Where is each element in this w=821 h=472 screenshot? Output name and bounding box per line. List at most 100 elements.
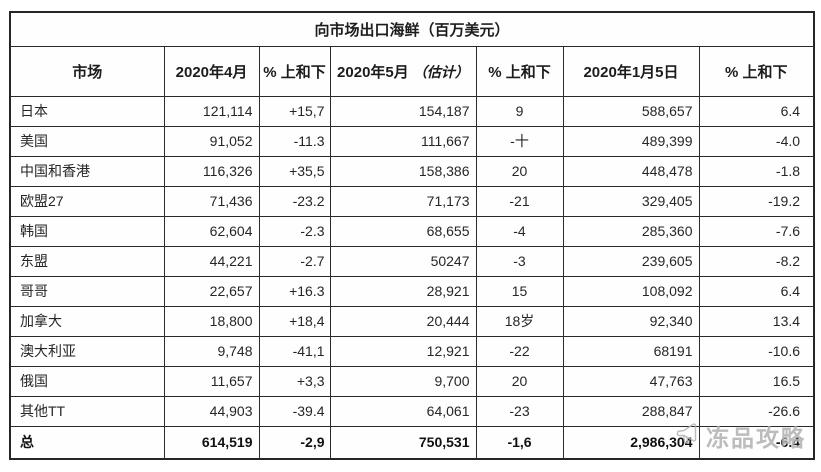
ytd-pct: -1.8	[698, 155, 815, 187]
table-title: 向市场出口海鲜（百万美元）	[9, 11, 815, 47]
table-row-total: 总 614,519 -2,9 750,531 -1,6 2,986,304 -6…	[9, 425, 815, 460]
may-value: 71,173	[329, 185, 477, 217]
april-value: 44,221	[163, 245, 260, 277]
ytd-pct: -7.6	[698, 215, 815, 247]
total-may-pct: -1,6	[475, 425, 564, 460]
april-value: 44,903	[163, 395, 260, 427]
may-pct: 20	[475, 365, 564, 397]
table-row-other: 其他TT 44,903 -39.4 64,061 -23 288,847 -26…	[9, 395, 815, 427]
april-value: 121,114	[163, 95, 260, 127]
april-pct: +35,5	[258, 155, 331, 187]
april-value: 18,800	[163, 305, 260, 337]
jan-may-value: 108,092	[562, 275, 700, 307]
may-pct: 9	[475, 95, 564, 127]
april-pct: +3,3	[258, 365, 331, 397]
market-cell: 韩国	[9, 215, 165, 247]
may-value: 154,187	[329, 95, 477, 127]
april-pct: -41,1	[258, 335, 331, 367]
jan-may-value: 285,360	[562, 215, 700, 247]
table-row-japan: 日本 121,114 +15,7 154,187 9 588,657 6.4	[9, 95, 815, 127]
april-value: 62,604	[163, 215, 260, 247]
jan-may-value: 588,657	[562, 95, 700, 127]
april-pct: -23.2	[258, 185, 331, 217]
may-value: 28,921	[329, 275, 477, 307]
jan-may-value: 47,763	[562, 365, 700, 397]
may-value: 111,667	[329, 125, 477, 157]
may-pct: -21	[475, 185, 564, 217]
ytd-pct: -26.6	[698, 395, 815, 427]
may-value: 12,921	[329, 335, 477, 367]
may-pct: -22	[475, 335, 564, 367]
table-row-gege: 哥哥 22,657 +16.3 28,921 15 108,092 6.4	[9, 275, 815, 307]
may-value: 9,700	[329, 365, 477, 397]
column-header-jan-may-pct: % 上和下	[698, 45, 815, 97]
ytd-pct: -10.6	[698, 335, 815, 367]
may-value: 68,655	[329, 215, 477, 247]
ytd-pct: 6.4	[698, 275, 815, 307]
table-row-russia: 俄国 11,657 +3,3 9,700 20 47,763 16.5	[9, 365, 815, 397]
may-pct: 18岁	[475, 305, 564, 337]
market-cell: 中国和香港	[9, 155, 165, 187]
market-cell: 美国	[9, 125, 165, 157]
ytd-pct: -4.0	[698, 125, 815, 157]
market-cell: 加拿大	[9, 305, 165, 337]
table-row-korea: 韩国 62,604 -2.3 68,655 -4 285,360 -7.6	[9, 215, 815, 247]
april-value: 9,748	[163, 335, 260, 367]
total-april-pct: -2,9	[258, 425, 331, 460]
april-value: 71,436	[163, 185, 260, 217]
april-value: 22,657	[163, 275, 260, 307]
ytd-pct: 6.4	[698, 95, 815, 127]
column-header-may: 2020年5月 （估计）	[329, 45, 477, 97]
column-header-jan-may: 2020年1月5日	[562, 45, 700, 97]
april-pct: +18,4	[258, 305, 331, 337]
ytd-pct: -19.2	[698, 185, 815, 217]
jan-may-value: 68191	[562, 335, 700, 367]
may-pct: 20	[475, 155, 564, 187]
table-row-australia: 澳大利亚 9,748 -41,1 12,921 -22 68191 -10.6	[9, 335, 815, 367]
april-pct: +15,7	[258, 95, 331, 127]
column-header-april: 2020年4月	[163, 45, 260, 97]
column-header-market: 市场	[9, 45, 165, 97]
market-cell: 其他TT	[9, 395, 165, 427]
may-value: 50247	[329, 245, 477, 277]
column-header-may-label: 2020年5月	[337, 63, 409, 81]
table-title-row: 向市场出口海鲜（百万美元）	[9, 11, 815, 47]
total-may-value: 750,531	[329, 425, 477, 460]
april-value: 11,657	[163, 365, 260, 397]
table-row-canada: 加拿大 18,800 +18,4 20,444 18岁 92,340 13.4	[9, 305, 815, 337]
table-row-eu27: 欧盟27 71,436 -23.2 71,173 -21 329,405 -19…	[9, 185, 815, 217]
table-row-china-hk: 中国和香港 116,326 +35,5 158,386 20 448,478 -…	[9, 155, 815, 187]
ytd-pct: -8.2	[698, 245, 815, 277]
total-ytd-pct: -6.4	[698, 425, 815, 460]
total-jan-may-value: 2,986,304	[562, 425, 700, 460]
market-cell: 日本	[9, 95, 165, 127]
april-pct: -2.3	[258, 215, 331, 247]
column-header-may-pct: % 上和下	[475, 45, 564, 97]
jan-may-value: 239,605	[562, 245, 700, 277]
market-cell: 澳大利亚	[9, 335, 165, 367]
estimated-note: （估计）	[412, 63, 469, 80]
jan-may-value: 448,478	[562, 155, 700, 187]
april-pct: -2.7	[258, 245, 331, 277]
table-row-usa: 美国 91,052 -11.3 111,667 -十 489,399 -4.0	[9, 125, 815, 157]
jan-may-value: 92,340	[562, 305, 700, 337]
april-pct: -39.4	[258, 395, 331, 427]
table-header-row: 市场 2020年4月 % 上和下 2020年5月 （估计） % 上和下 2020…	[9, 45, 815, 97]
may-pct: -十	[475, 125, 564, 157]
jan-may-value: 329,405	[562, 185, 700, 217]
april-pct: +16.3	[258, 275, 331, 307]
market-cell: 东盟	[9, 245, 165, 277]
april-pct: -11.3	[258, 125, 331, 157]
market-cell: 哥哥	[9, 275, 165, 307]
total-april-value: 614,519	[163, 425, 260, 460]
may-pct: -4	[475, 215, 564, 247]
market-cell: 俄国	[9, 365, 165, 397]
may-value: 158,386	[329, 155, 477, 187]
may-pct: 15	[475, 275, 564, 307]
may-pct: -3	[475, 245, 564, 277]
table-row-asean: 东盟 44,221 -2.7 50247 -3 239,605 -8.2	[9, 245, 815, 277]
total-label: 总	[9, 425, 165, 460]
column-header-april-pct: % 上和下	[258, 45, 331, 97]
may-value: 20,444	[329, 305, 477, 337]
